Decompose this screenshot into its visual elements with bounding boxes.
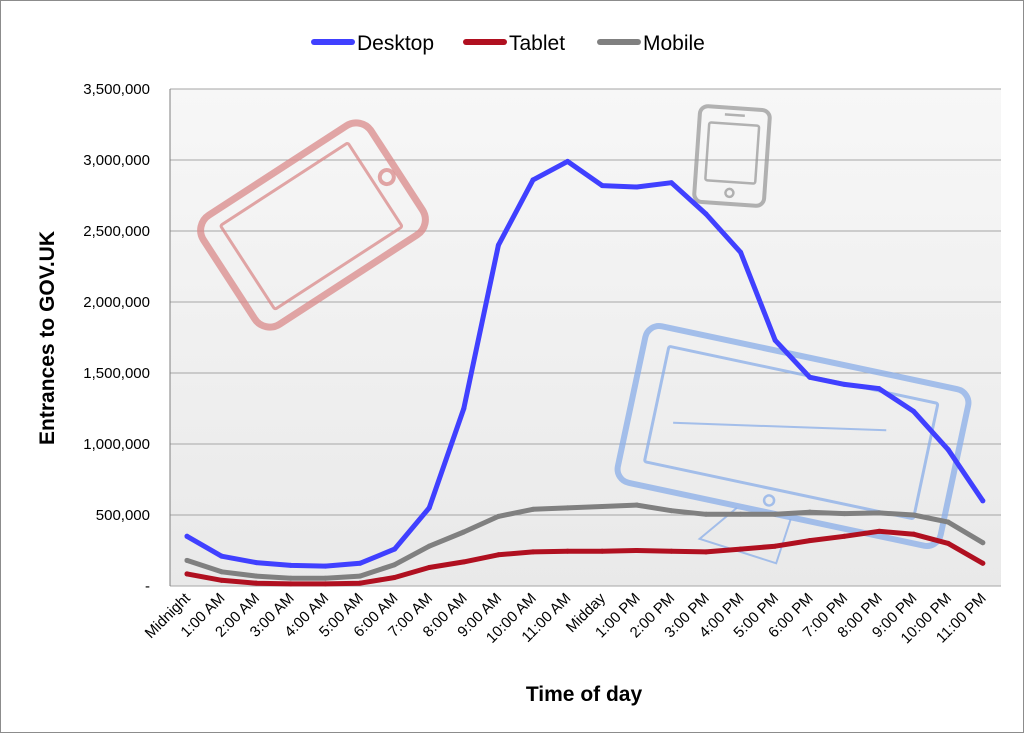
data-point-desktop bbox=[911, 408, 917, 414]
data-point-mobile bbox=[253, 573, 259, 579]
x-axis-title: Time of day bbox=[526, 683, 643, 706]
data-point-desktop bbox=[357, 560, 363, 566]
data-point-mobile bbox=[668, 508, 674, 514]
data-point-desktop bbox=[530, 177, 536, 183]
data-point-mobile bbox=[392, 562, 398, 568]
data-point-tablet bbox=[772, 543, 778, 549]
data-point-mobile bbox=[599, 503, 605, 509]
data-point-desktop bbox=[461, 406, 467, 411]
device-illustrations bbox=[197, 104, 972, 565]
data-point-desktop bbox=[876, 386, 882, 392]
data-point-desktop bbox=[599, 183, 605, 189]
data-point-mobile bbox=[495, 513, 501, 519]
data-point-desktop bbox=[322, 563, 328, 569]
data-point-desktop bbox=[841, 381, 847, 387]
data-point-mobile bbox=[703, 511, 709, 517]
data-point-mobile bbox=[911, 512, 917, 518]
data-point-tablet bbox=[322, 581, 328, 587]
data-point-tablet bbox=[288, 581, 294, 587]
y-axis-ticks: - 500,000 1,000,000 1,500,000 2,000,000 2,500… bbox=[83, 81, 150, 595]
data-point-tablet bbox=[461, 559, 467, 565]
data-point-desktop bbox=[565, 158, 571, 164]
data-point-desktop bbox=[738, 249, 744, 255]
data-point-desktop bbox=[634, 184, 640, 190]
legend-label-mobile: Mobile bbox=[643, 32, 705, 55]
data-point-desktop bbox=[772, 337, 778, 343]
y-tick-label: 3,000,000 bbox=[83, 152, 150, 169]
data-point-mobile bbox=[461, 529, 467, 535]
data-point-desktop bbox=[703, 211, 709, 217]
data-point-mobile bbox=[219, 569, 225, 575]
y-tick-label: 2,500,000 bbox=[83, 223, 150, 240]
data-point-mobile bbox=[980, 540, 986, 546]
desktop-illustration-icon bbox=[614, 323, 972, 565]
series-lines bbox=[184, 158, 986, 587]
y-axis-title: Entrances to GOV.UK bbox=[36, 231, 59, 445]
data-point-desktop bbox=[807, 374, 813, 380]
data-point-tablet bbox=[184, 571, 190, 577]
data-point-tablet bbox=[980, 560, 986, 566]
legend-label-tablet: Tablet bbox=[509, 32, 565, 55]
data-point-mobile bbox=[841, 511, 847, 517]
data-point-tablet bbox=[426, 565, 432, 571]
data-point-tablet bbox=[495, 552, 501, 558]
series-line-tablet bbox=[184, 528, 986, 587]
data-point-mobile bbox=[945, 519, 951, 525]
data-point-mobile bbox=[357, 573, 363, 579]
data-point-mobile bbox=[426, 543, 432, 549]
data-point-mobile bbox=[634, 502, 640, 508]
data-point-desktop bbox=[668, 180, 674, 186]
data-point-tablet bbox=[876, 528, 882, 534]
data-point-tablet bbox=[565, 548, 571, 554]
tablet-illustration-icon bbox=[197, 119, 429, 331]
series-line-desktop bbox=[184, 158, 986, 569]
data-point-mobile bbox=[288, 575, 294, 581]
legend-label-desktop: Desktop bbox=[357, 32, 434, 55]
y-tick-label: 1,500,000 bbox=[83, 365, 150, 382]
data-point-tablet bbox=[738, 546, 744, 552]
data-point-mobile bbox=[565, 505, 571, 511]
data-point-desktop bbox=[184, 533, 190, 539]
data-point-mobile bbox=[184, 557, 190, 563]
series-line-mobile bbox=[184, 502, 986, 581]
data-point-desktop bbox=[945, 447, 951, 453]
data-point-desktop bbox=[253, 560, 259, 566]
data-point-tablet bbox=[911, 531, 917, 537]
data-point-desktop bbox=[392, 546, 398, 552]
data-point-tablet bbox=[634, 548, 640, 553]
y-tick-label: 1,000,000 bbox=[83, 436, 150, 453]
data-point-desktop bbox=[288, 562, 294, 568]
data-point-tablet bbox=[668, 548, 674, 554]
data-point-tablet bbox=[357, 580, 363, 586]
y-tick-label: 3,500,000 bbox=[83, 81, 150, 98]
data-point-tablet bbox=[599, 548, 605, 554]
data-point-tablet bbox=[945, 540, 951, 546]
data-point-mobile bbox=[322, 575, 328, 581]
data-point-desktop bbox=[980, 498, 986, 504]
data-point-tablet bbox=[392, 574, 398, 580]
data-point-tablet bbox=[807, 538, 813, 544]
data-point-tablet bbox=[253, 580, 259, 586]
y-tick-label: 500,000 bbox=[96, 507, 150, 524]
data-point-desktop bbox=[219, 553, 225, 559]
data-point-tablet bbox=[530, 549, 536, 555]
data-point-mobile bbox=[876, 510, 882, 516]
data-point-tablet bbox=[703, 549, 709, 555]
y-tick-label: 2,000,000 bbox=[83, 294, 150, 311]
phone-illustration-icon bbox=[692, 104, 772, 208]
data-point-tablet bbox=[841, 533, 847, 539]
data-point-desktop bbox=[495, 242, 501, 248]
data-point-desktop bbox=[426, 505, 432, 511]
data-point-mobile bbox=[530, 506, 536, 512]
data-point-mobile bbox=[807, 509, 813, 515]
y-tick-label: - bbox=[145, 578, 150, 595]
data-point-tablet bbox=[219, 577, 225, 583]
legend: Desktop Tablet Mobile bbox=[311, 32, 705, 55]
data-point-mobile bbox=[772, 511, 778, 517]
data-point-mobile bbox=[738, 511, 744, 517]
